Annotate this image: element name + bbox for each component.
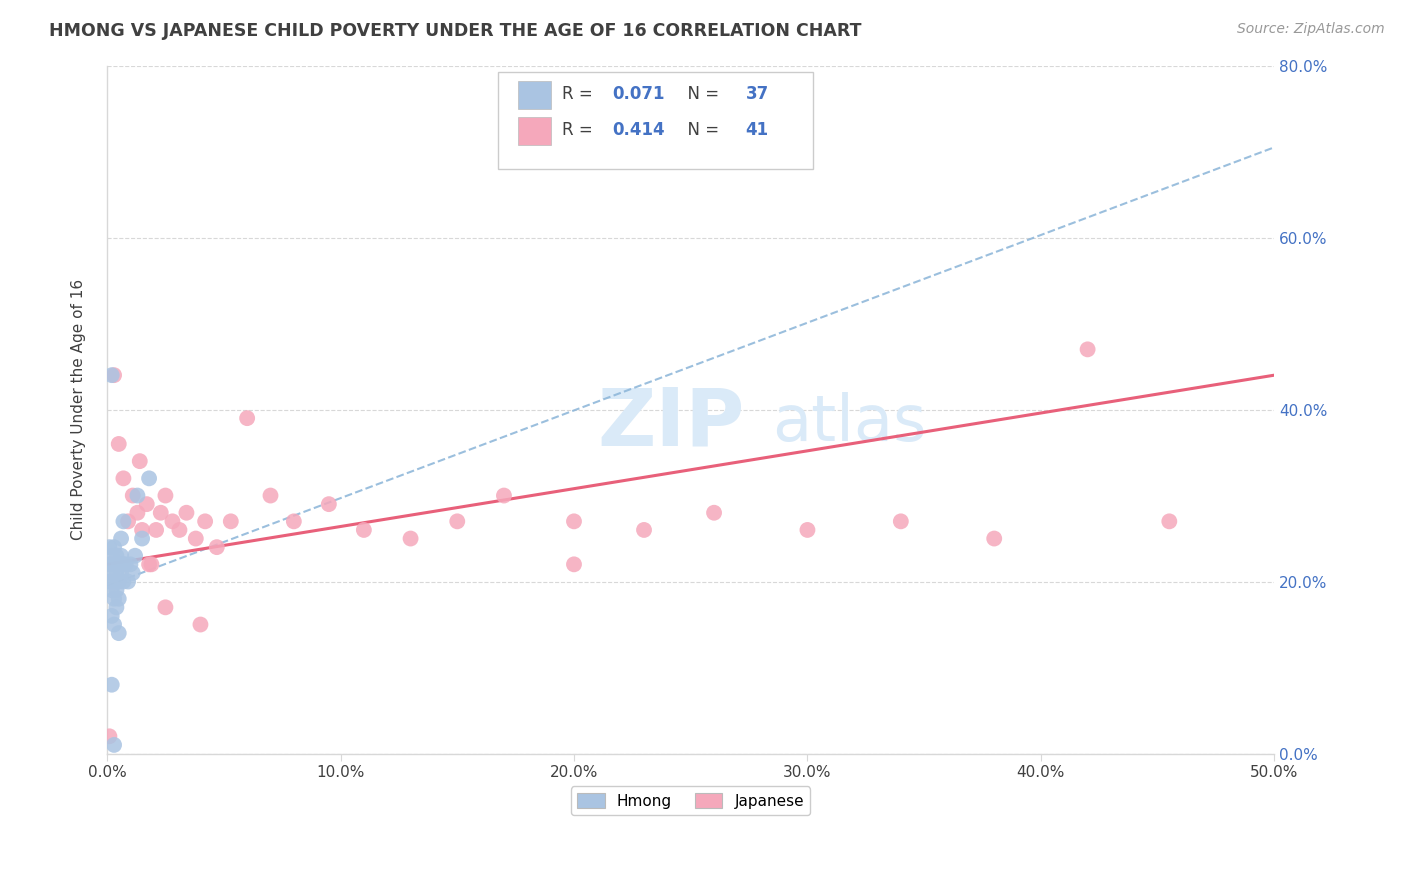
Point: [169, 523, 191, 537]
Point: [259, 489, 281, 503]
Point: [446, 514, 468, 528]
Point: [145, 523, 167, 537]
Point: [127, 489, 149, 503]
Point: [890, 514, 912, 528]
Point: [703, 506, 725, 520]
Point: [236, 411, 259, 425]
Point: [633, 523, 655, 537]
Point: [205, 540, 228, 554]
Point: [100, 583, 122, 598]
Point: [112, 558, 135, 572]
Point: [103, 540, 125, 554]
Point: [283, 514, 305, 528]
Point: [107, 558, 129, 572]
Point: [131, 523, 153, 537]
Point: [124, 549, 146, 563]
Text: N =: N =: [676, 120, 724, 138]
Point: [121, 566, 143, 580]
Point: [562, 514, 585, 528]
Legend: Hmong, Japanese: Hmong, Japanese: [571, 787, 810, 814]
Text: 0.071: 0.071: [613, 85, 665, 103]
Point: [194, 514, 217, 528]
Point: [983, 532, 1005, 546]
Point: [138, 471, 160, 485]
Point: [1077, 343, 1099, 357]
Point: [190, 617, 212, 632]
Text: ZIP: ZIP: [598, 384, 745, 462]
Point: [128, 454, 150, 468]
Point: [98, 574, 121, 589]
Point: [155, 600, 177, 615]
Point: [117, 574, 139, 589]
Text: HMONG VS JAPANESE CHILD POVERTY UNDER THE AGE OF 16 CORRELATION CHART: HMONG VS JAPANESE CHILD POVERTY UNDER TH…: [49, 22, 862, 40]
Point: [112, 471, 135, 485]
Text: R =: R =: [562, 120, 599, 138]
Text: Source: ZipAtlas.com: Source: ZipAtlas.com: [1237, 22, 1385, 37]
Point: [103, 617, 125, 632]
Bar: [517, 117, 551, 145]
Point: [112, 574, 135, 589]
Point: [399, 532, 422, 546]
Point: [135, 497, 157, 511]
Point: [100, 566, 122, 580]
FancyBboxPatch shape: [498, 72, 813, 169]
Point: [105, 566, 128, 580]
Point: [141, 558, 163, 572]
Text: 37: 37: [745, 85, 769, 103]
Point: [184, 532, 207, 546]
Point: [103, 368, 125, 383]
Point: [162, 514, 184, 528]
Point: [127, 506, 149, 520]
Point: [155, 489, 177, 503]
Point: [120, 558, 142, 572]
Point: [103, 738, 125, 752]
Point: [98, 558, 121, 572]
Point: [110, 566, 132, 580]
Point: [105, 583, 128, 598]
Point: [219, 514, 242, 528]
Point: [103, 558, 125, 572]
Point: [562, 558, 585, 572]
Point: [114, 558, 136, 572]
Point: [107, 437, 129, 451]
Point: [107, 626, 129, 640]
Point: [796, 523, 818, 537]
Point: [318, 497, 340, 511]
Point: [105, 549, 128, 563]
Point: [110, 532, 132, 546]
Bar: [517, 81, 551, 109]
Point: [138, 558, 160, 572]
Point: [98, 540, 121, 554]
Point: [492, 489, 515, 503]
Text: 41: 41: [745, 120, 769, 138]
Point: [1159, 514, 1181, 528]
Point: [121, 489, 143, 503]
Point: [100, 368, 122, 383]
Point: [110, 549, 132, 563]
Text: atlas: atlas: [772, 392, 927, 454]
Point: [100, 678, 122, 692]
Point: [100, 549, 122, 563]
Point: [107, 574, 129, 589]
Point: [107, 591, 129, 606]
Point: [103, 574, 125, 589]
Text: N =: N =: [676, 85, 724, 103]
Point: [112, 514, 135, 528]
Point: [117, 514, 139, 528]
Point: [100, 609, 122, 624]
Text: R =: R =: [562, 85, 599, 103]
Point: [103, 591, 125, 606]
Point: [176, 506, 198, 520]
Point: [105, 600, 128, 615]
Y-axis label: Child Poverty Under the Age of 16: Child Poverty Under the Age of 16: [72, 279, 86, 541]
Point: [353, 523, 375, 537]
Point: [149, 506, 172, 520]
Text: 0.414: 0.414: [613, 120, 665, 138]
Point: [98, 729, 121, 743]
Point: [131, 532, 153, 546]
